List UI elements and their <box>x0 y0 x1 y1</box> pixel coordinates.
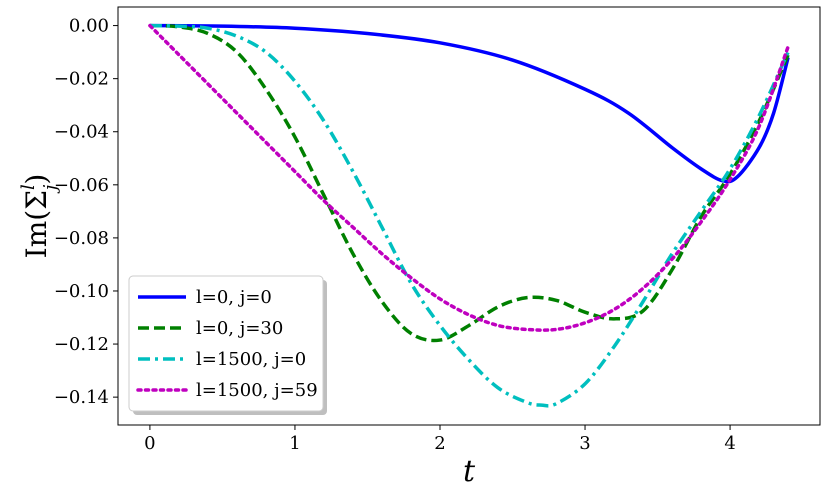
series-line-4 <box>148 23 790 332</box>
legend-label-2: l=0, j=30 <box>196 318 283 339</box>
series-lines <box>148 23 790 408</box>
y-axis-title-main: Im(Σ <box>20 190 53 258</box>
plot-frame <box>117 6 821 426</box>
y-tick-label: −0.08 <box>54 228 109 249</box>
legend-label-1: l=0, j=0 <box>196 287 272 308</box>
series-line-2 <box>149 23 790 343</box>
x-axis-title: t <box>463 454 476 489</box>
y-axis-title-subscript: j <box>40 184 61 194</box>
y-tick-label: −0.02 <box>54 69 109 90</box>
series-line-3 <box>149 23 790 408</box>
legend-label-4: l=1500, j=59 <box>196 380 318 401</box>
x-tick-label: 0 <box>144 433 155 454</box>
x-tick-label: 3 <box>579 433 590 454</box>
y-tick-label: 0.00 <box>69 16 109 37</box>
axis-ticks: 0 1 2 3 4 0.00 −0.02 −0.04 −0.06 −0.08 −0.10 −0.12 −… <box>54 16 736 454</box>
y-axis-title-close: ) <box>20 174 53 185</box>
legend-items: l=0, j=0 l=0, j=30 l=1500, j=0 l=1500, j=59 <box>136 287 318 401</box>
legend-label-3: l=1500, j=0 <box>196 349 306 370</box>
series-line-1 <box>149 23 790 184</box>
y-tick-label: −0.04 <box>54 122 109 143</box>
legend: l=0, j=0 l=0, j=30 l=1500, j=0 l=1500, j=59 <box>128 275 327 415</box>
y-axis-title-superscript: l <box>18 184 39 190</box>
y-tick-label: −0.12 <box>54 334 109 355</box>
x-tick-label: 4 <box>724 433 735 454</box>
legend-box <box>128 275 324 412</box>
x-tick-label: 2 <box>434 433 445 454</box>
y-axis-title: Im(Σlj) <box>18 174 61 259</box>
x-tick-label: 1 <box>289 433 300 454</box>
y-tick-label: −0.14 <box>54 387 109 408</box>
y-tick-label: −0.06 <box>54 175 109 196</box>
y-tick-label: −0.10 <box>54 281 109 302</box>
